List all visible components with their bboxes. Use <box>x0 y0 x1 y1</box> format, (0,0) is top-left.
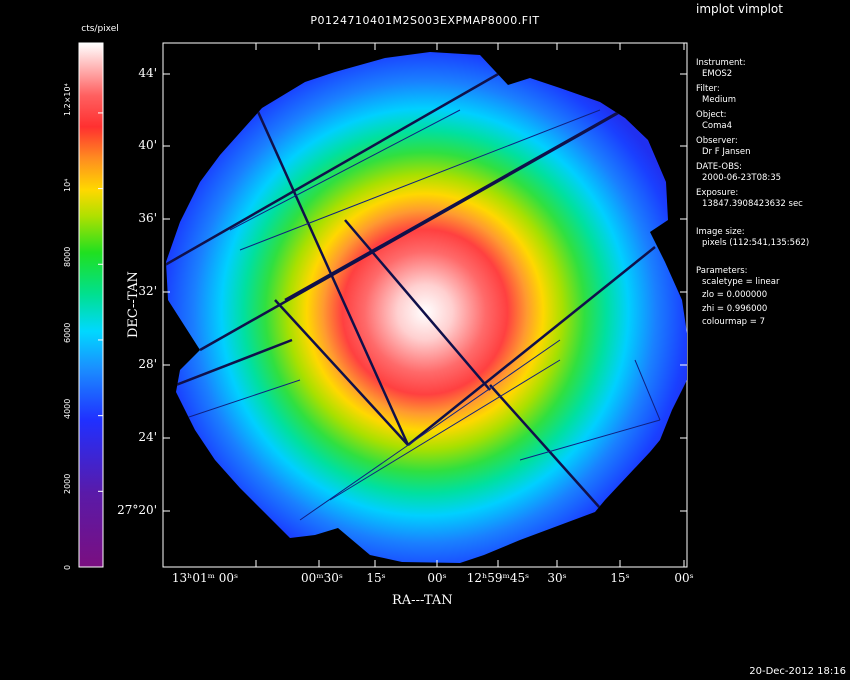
y-tick-label: 24' <box>138 430 157 444</box>
colourmap-value: colourmap = 7 <box>702 317 765 327</box>
y-tick-label: 36' <box>138 211 157 225</box>
exposure-label: Exposure: <box>696 188 739 198</box>
x-tick-label: 00ˢ <box>427 571 447 585</box>
x-tick-label: 15ˢ <box>366 571 386 585</box>
colorbar-ticks <box>98 112 103 568</box>
app-title: implot vimplot <box>696 2 783 16</box>
colorbar-tick-label: 2000 <box>63 473 72 495</box>
y-tick-label: 44' <box>138 66 157 80</box>
filter-value: Medium <box>702 94 736 105</box>
date-obs-label: DATE-OBS: <box>696 162 743 172</box>
x-tick-label: 00ˢ <box>674 571 694 585</box>
colorbar <box>78 42 104 568</box>
instrument-label: Instrument: <box>696 58 746 68</box>
plot-frame <box>162 42 688 568</box>
x-tick-label: 30ˢ <box>547 571 567 585</box>
x-axis-label: RA---TAN <box>392 593 453 608</box>
zhi-value: zhi = 0.996000 <box>702 303 768 314</box>
colorbar-tick-label: 1.2×10⁴ <box>63 83 72 116</box>
colorbar-tick-label: 0 <box>63 564 72 570</box>
y-tick-label: 40' <box>138 138 157 152</box>
image-size-label: Image size: <box>696 227 745 237</box>
observer-value: Dr F Jansen <box>702 146 751 157</box>
colorbar-tick-label: 6000 <box>63 322 72 343</box>
image-size-value: pixels (112:541,135:562) <box>702 237 810 248</box>
x-tick-label: 13ʰ01ᵐ 00ˢ <box>171 571 239 585</box>
colorbar-tick-label: 8000 <box>63 246 72 268</box>
y-axis-label: DEC--TAN <box>126 271 141 338</box>
object-label: Object: <box>696 110 727 120</box>
object-value: Coma4 <box>702 120 733 131</box>
colorbar-tick-label: 10⁴ <box>63 178 72 192</box>
parameters-label: Parameters: <box>696 266 748 276</box>
x-tick-label: 15ˢ <box>610 571 630 585</box>
y-tick-label: 32' <box>138 284 157 298</box>
info-panel: Instrument: EMOS2 Filter: Medium Object:… <box>696 58 809 328</box>
zlo-value: zlo = 0.000000 <box>702 290 768 300</box>
scaletype-value: scaletype = linear <box>702 276 780 287</box>
y-tick-label: 28' <box>138 357 157 371</box>
exposure-value: 13847.3908423632 sec <box>702 198 803 209</box>
filter-label: Filter: <box>696 84 720 94</box>
x-tick-label: 00ᵐ30ˢ <box>301 571 343 585</box>
colorbar-tick-label: 4000 <box>63 398 72 419</box>
exposure-map-image <box>166 52 687 563</box>
observer-label: Observer: <box>696 136 738 146</box>
instrument-value: EMOS2 <box>702 68 733 79</box>
date-obs-value: 2000-06-23T08:35 <box>702 172 782 183</box>
timestamp: 20-Dec-2012 18:16 <box>749 666 846 677</box>
y-tick-label: 27°20' <box>117 503 157 517</box>
axis-ticks <box>162 43 687 567</box>
image-title: P0124710401M2S003EXPMAP8000.FIT <box>310 14 540 27</box>
x-tick-label: 12ʰ59ᵐ45ˢ <box>466 571 530 585</box>
colorbar-unit-label: cts/pixel <box>81 24 119 34</box>
